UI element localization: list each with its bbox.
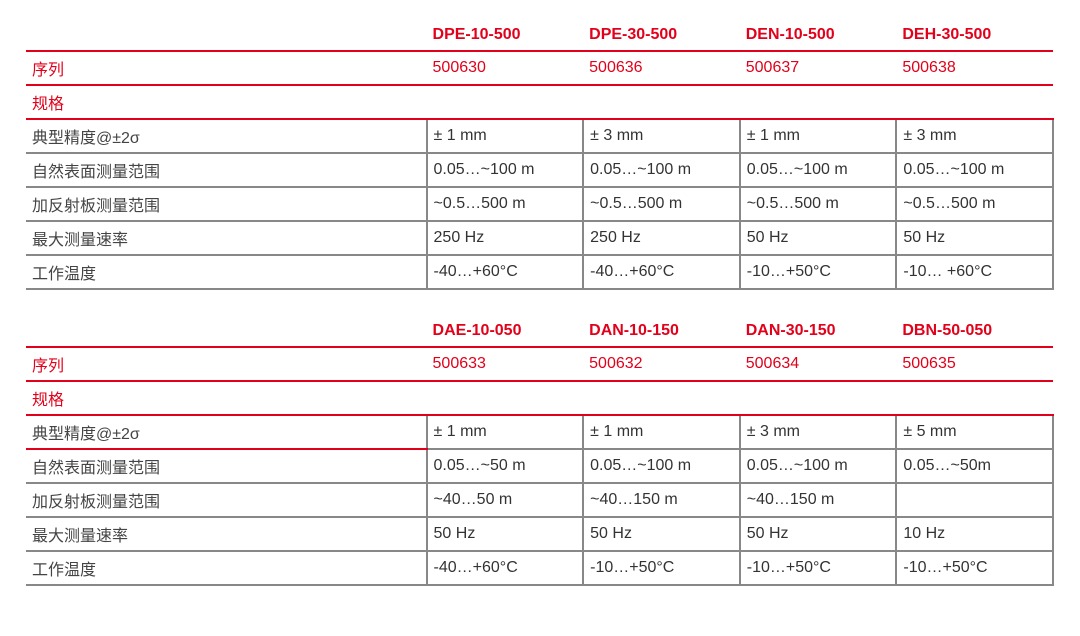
spec-cell: ± 5 mm xyxy=(896,415,1053,449)
spec-row-label: 加反射板测量范围 xyxy=(26,187,427,221)
model-header: DAE-10-050 xyxy=(427,318,584,347)
spec-row-label: 最大测量速率 xyxy=(26,221,427,255)
spec-cell: 50 Hz xyxy=(740,221,897,255)
serial-label: 序列 xyxy=(26,51,427,85)
model-header: DBN-50-050 xyxy=(896,318,1053,347)
spec-cell: ± 3 mm xyxy=(583,119,740,153)
serial-value: 500630 xyxy=(427,51,584,85)
spec-cell: -10… +60°C xyxy=(896,255,1053,289)
spec-cell xyxy=(896,483,1053,517)
spec-row-label: 自然表面测量范围 xyxy=(26,449,427,483)
spec-cell: -10…+50°C xyxy=(740,551,897,585)
spec-cell: 250 Hz xyxy=(427,221,584,255)
spec-cell: 10 Hz xyxy=(896,517,1053,551)
spec-cell: 0.05…~100 m xyxy=(583,153,740,187)
spec-cell: ± 1 mm xyxy=(427,119,584,153)
spec-cell: -40…+60°C xyxy=(583,255,740,289)
spec-cell: 0.05…~100 m xyxy=(740,153,897,187)
serial-label: 序列 xyxy=(26,347,427,381)
spec-cell: 0.05…~100 m xyxy=(896,153,1053,187)
spec-cell: -10…+50°C xyxy=(583,551,740,585)
spec-row-label: 最大测量速率 xyxy=(26,517,427,551)
specs-section-label: 规格 xyxy=(26,381,1053,415)
spec-cell: 50 Hz xyxy=(583,517,740,551)
model-header: DEH-30-500 xyxy=(896,22,1053,51)
spec-cell: -10…+50°C xyxy=(740,255,897,289)
spec-cell: -40…+60°C xyxy=(427,551,584,585)
spec-cell: ~0.5…500 m xyxy=(740,187,897,221)
spec-cell: ~0.5…500 m xyxy=(896,187,1053,221)
spec-cell: 250 Hz xyxy=(583,221,740,255)
model-header: DAN-30-150 xyxy=(740,318,897,347)
serial-value: 500633 xyxy=(427,347,584,381)
spec-cell: 0.05…~100 m xyxy=(740,449,897,483)
serial-value: 500634 xyxy=(740,347,897,381)
spec-cell: 0.05…~100 m xyxy=(583,449,740,483)
serial-value: 500632 xyxy=(583,347,740,381)
header-empty xyxy=(26,318,427,347)
spec-cell: ± 3 mm xyxy=(740,415,897,449)
spec-cell: 0.05…~100 m xyxy=(427,153,584,187)
spec-cell: ± 1 mm xyxy=(740,119,897,153)
spec-cell: ± 1 mm xyxy=(427,415,584,449)
spec-row-label: 加反射板测量范围 xyxy=(26,483,427,517)
specs-section-label: 规格 xyxy=(26,85,1053,119)
spec-cell: -40…+60°C xyxy=(427,255,584,289)
spec-row-label: 工作温度 xyxy=(26,551,427,585)
spec-cell: ~0.5…500 m xyxy=(427,187,584,221)
serial-value: 500636 xyxy=(583,51,740,85)
spec-cell: 0.05…~50 m xyxy=(427,449,584,483)
spec-row-label: 典型精度@±2σ xyxy=(26,415,427,449)
spec-cell: -10…+50°C xyxy=(896,551,1053,585)
model-header: DPE-30-500 xyxy=(583,22,740,51)
serial-value: 500638 xyxy=(896,51,1053,85)
spec-cell: 0.05…~50m xyxy=(896,449,1053,483)
spec-cell: ± 1 mm xyxy=(583,415,740,449)
spec-cell: ~40…150 m xyxy=(583,483,740,517)
model-header: DAN-10-150 xyxy=(583,318,740,347)
model-header: DPE-10-500 xyxy=(427,22,584,51)
spec-cell: ~40…150 m xyxy=(740,483,897,517)
spec-cell: ~0.5…500 m xyxy=(583,187,740,221)
spec-row-label: 工作温度 xyxy=(26,255,427,289)
spec-row-label: 自然表面测量范围 xyxy=(26,153,427,187)
spec-cell: 50 Hz xyxy=(896,221,1053,255)
serial-value: 500637 xyxy=(740,51,897,85)
serial-value: 500635 xyxy=(896,347,1053,381)
header-empty xyxy=(26,22,427,51)
model-header: DEN-10-500 xyxy=(740,22,897,51)
spec-cell: 50 Hz xyxy=(740,517,897,551)
spec-table: DPE-10-500DPE-30-500DEN-10-500DEH-30-500… xyxy=(26,22,1054,290)
spec-cell: 50 Hz xyxy=(427,517,584,551)
spec-cell: ~40…50 m xyxy=(427,483,584,517)
spec-table: DAE-10-050DAN-10-150DAN-30-150DBN-50-050… xyxy=(26,318,1054,586)
spec-cell: ± 3 mm xyxy=(896,119,1053,153)
spec-row-label: 典型精度@±2σ xyxy=(26,119,427,153)
